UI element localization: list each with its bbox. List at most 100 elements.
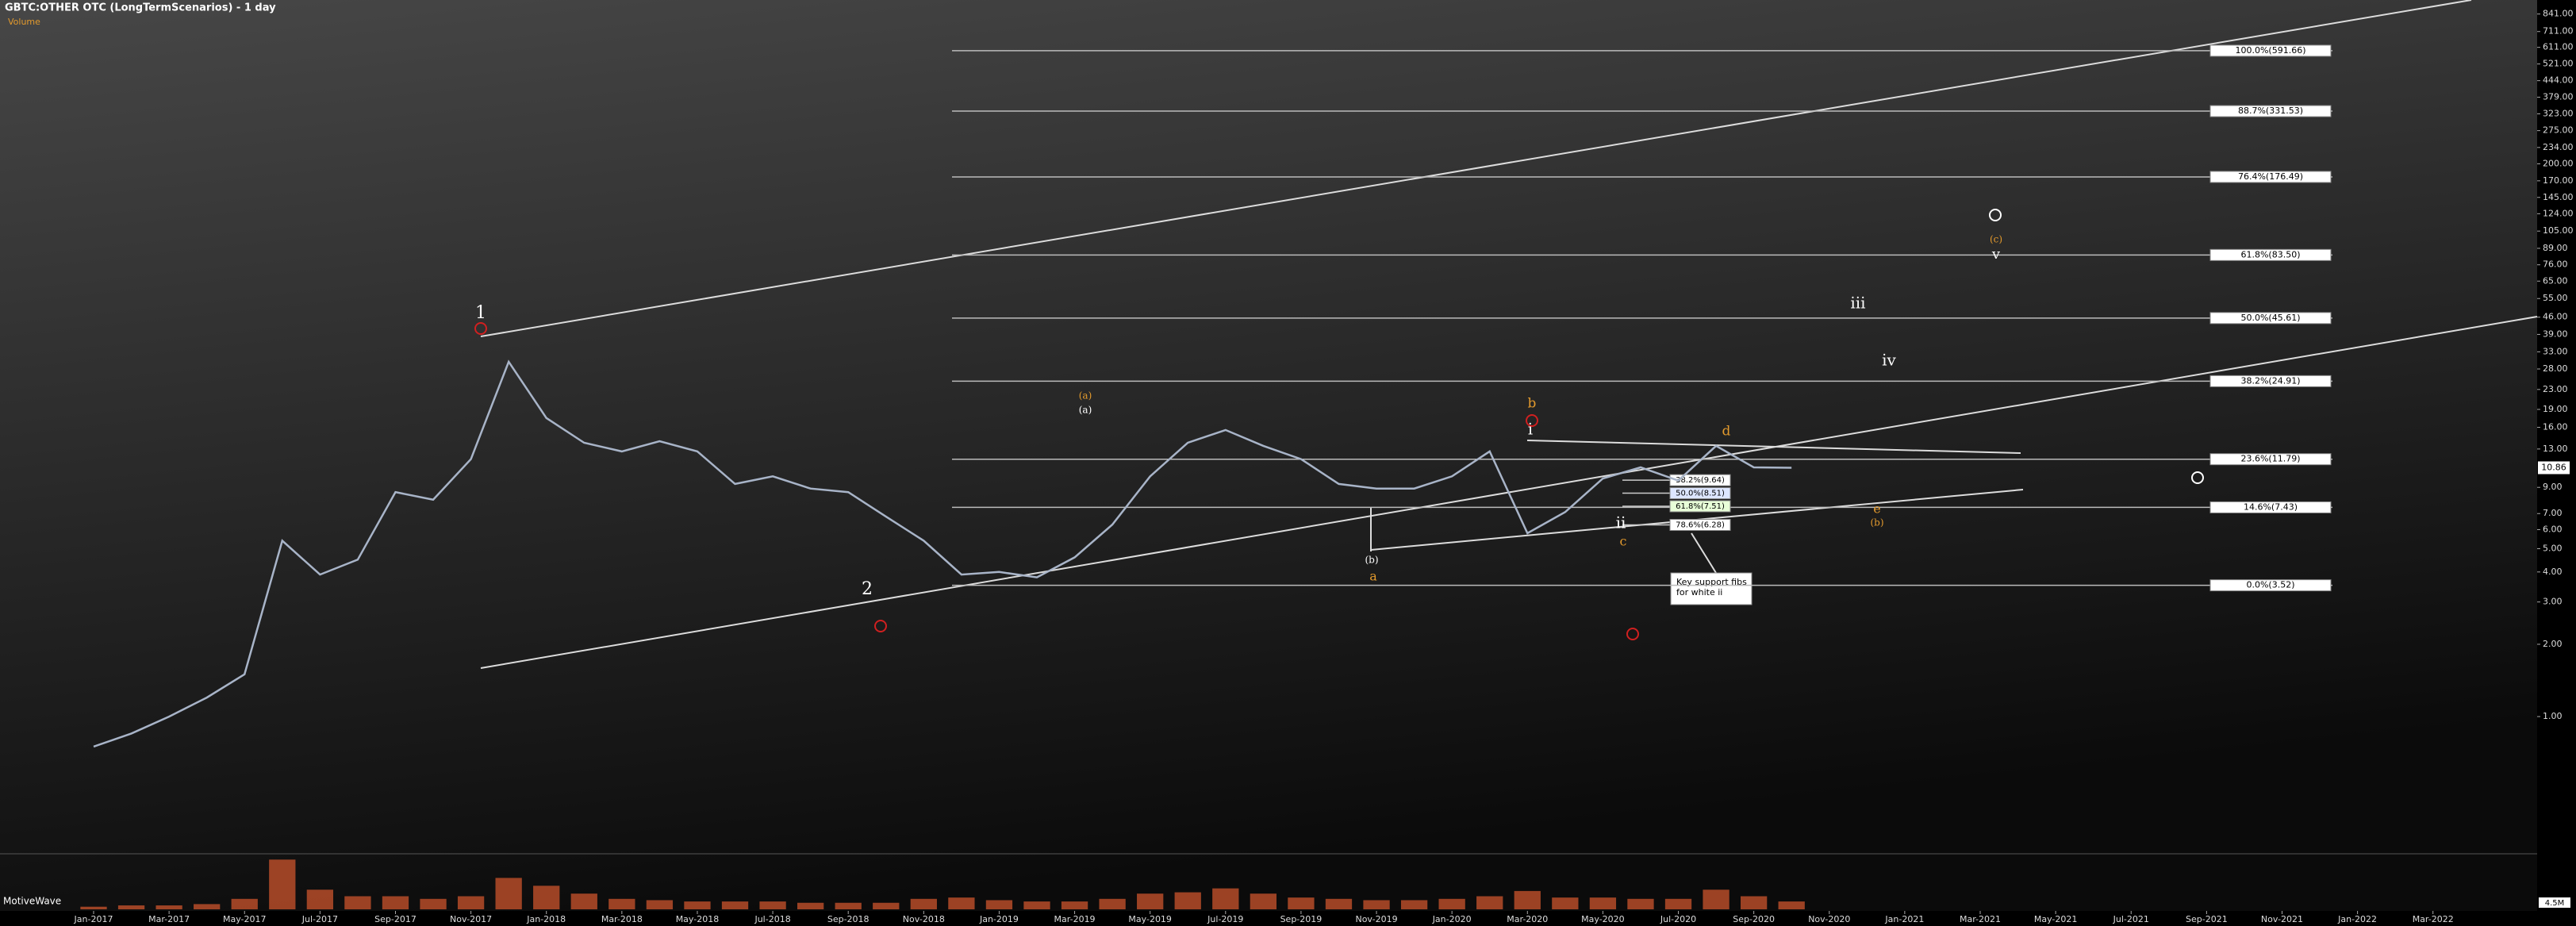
y-tick-label: 65.00 <box>2543 275 2568 286</box>
volume-bar <box>570 893 597 909</box>
volume-bar <box>1061 901 1088 909</box>
fib-label-box <box>2209 171 2332 183</box>
volume-bar <box>495 878 522 909</box>
wave-label: iv <box>1882 351 1896 370</box>
volume-bar <box>1703 889 1729 909</box>
y-tick-label: 379.00 <box>2543 91 2574 102</box>
support-fib-label: 38.2%(9.64) <box>1676 476 1725 485</box>
wave-label: (a) <box>1079 405 1092 416</box>
y-tick-label: 124.00 <box>2543 208 2574 218</box>
fib-label: 50.0%(45.61) <box>2240 313 2300 323</box>
y-tick-label: 4.00 <box>2543 567 2563 577</box>
x-tick-label: May-2019 <box>1128 914 1172 924</box>
x-tick-label: Mar-2018 <box>601 914 643 924</box>
wave-label: a <box>1369 569 1377 584</box>
fib-label: 88.7%(331.53) <box>2238 106 2303 116</box>
volume-bar <box>420 898 447 909</box>
x-tick-label: Jan-2022 <box>2337 914 2377 924</box>
note-wrap: Key support fibs for white ii <box>1676 577 1747 597</box>
x-tick-label: Sep-2018 <box>827 914 870 924</box>
wave-label: 2 <box>862 579 873 599</box>
fib-label-box <box>2209 44 2332 57</box>
support-fib-label: 50.0%(8.51) <box>1676 490 1725 498</box>
volume-bar <box>1400 900 1428 909</box>
volume-bar <box>1552 897 1579 909</box>
volume-bar <box>1589 897 1617 909</box>
y-tick-label: 19.00 <box>2543 404 2568 414</box>
wave-circle <box>1526 414 1538 427</box>
volume-bar <box>269 859 296 909</box>
x-tick-label: May-2020 <box>1581 914 1625 924</box>
y-tick-label: 2.00 <box>2543 639 2563 649</box>
wave-circle <box>2191 471 2204 484</box>
wave-label: v <box>1991 246 2001 263</box>
support-fib-label: 78.6%(6.28) <box>1676 521 1725 530</box>
x-tick-label: Mar-2017 <box>148 914 190 924</box>
y-tick-label: 23.00 <box>2543 384 2568 394</box>
volume-bar <box>1174 892 1201 909</box>
volume-bar <box>1514 890 1541 909</box>
y-tick-label: 16.00 <box>2543 422 2568 432</box>
x-tick-label: Jan-2019 <box>979 914 1019 924</box>
y-tick-label: 145.00 <box>2543 192 2574 202</box>
x-tick-label: Sep-2017 <box>374 914 417 924</box>
volume-bar <box>873 902 900 909</box>
wave-circle <box>1989 209 2002 221</box>
volume-bar <box>1212 888 1239 909</box>
x-tick-label: Jan-2017 <box>74 914 113 924</box>
wave-label: i <box>1528 420 1533 439</box>
volume-bar <box>759 901 786 909</box>
x-tick-label: Sep-2020 <box>1733 914 1775 924</box>
x-tick-label: Jul-2019 <box>1207 914 1243 924</box>
volume-bar <box>910 898 937 909</box>
volume-bar <box>344 896 371 909</box>
wave-label: 1 <box>475 303 486 323</box>
x-tick-label: Nov-2020 <box>1808 914 1850 924</box>
volume-bar <box>1438 898 1465 909</box>
support-fib-box <box>1669 487 1731 500</box>
volume-bar <box>1250 893 1277 909</box>
volume-bar <box>1363 900 1390 909</box>
x-tick-label: Mar-2021 <box>1960 914 2001 924</box>
wave-label: iii <box>1850 294 1865 313</box>
y-tick-label: 521.00 <box>2543 59 2574 69</box>
x-axis-panel <box>0 911 2537 926</box>
fib-label: 76.4%(176.49) <box>2238 171 2303 182</box>
fib-label-box <box>2209 579 2332 592</box>
y-tick-label: 7.00 <box>2543 508 2563 518</box>
y-tick-label: 200.00 <box>2543 158 2574 168</box>
y-tick-label: 9.00 <box>2543 482 2563 492</box>
y-tick-label: 46.00 <box>2543 312 2568 322</box>
y-tick-label: 1.00 <box>2543 711 2563 721</box>
support-fib-box <box>1669 474 1731 486</box>
wave-label: b <box>1528 396 1537 412</box>
wave-label: d <box>1722 424 1731 440</box>
x-tick-label: Jul-2020 <box>1660 914 1696 924</box>
volume-bar <box>1664 898 1692 909</box>
volume-bar <box>835 902 862 909</box>
support-fib-box <box>1669 519 1731 532</box>
volume-tag: 4.5M <box>2545 899 2565 908</box>
wave-label: c <box>1620 534 1627 549</box>
x-tick-label: Jul-2021 <box>2113 914 2149 924</box>
volume-bar <box>155 905 182 909</box>
x-tick-label: Nov-2018 <box>903 914 945 924</box>
volume-bar <box>797 902 824 909</box>
wave-circle <box>1626 628 1639 640</box>
x-tick-label: Mar-2022 <box>2413 914 2454 924</box>
volume-bar <box>1325 898 1353 909</box>
y-tick-label: 611.00 <box>2543 42 2574 52</box>
volume-bar <box>1740 896 1768 909</box>
volume-bar <box>80 906 107 909</box>
volume-bar <box>646 900 674 909</box>
volume-bar <box>194 904 221 909</box>
trend-line <box>1526 440 2021 454</box>
wave-label: (c) <box>1990 234 2002 245</box>
x-tick-label: Nov-2021 <box>2261 914 2303 924</box>
x-tick-label: Mar-2020 <box>1507 914 1548 924</box>
y-tick-label: 170.00 <box>2543 175 2574 186</box>
x-tick-label: Jul-2017 <box>301 914 338 924</box>
x-tick-label: May-2017 <box>223 914 267 924</box>
